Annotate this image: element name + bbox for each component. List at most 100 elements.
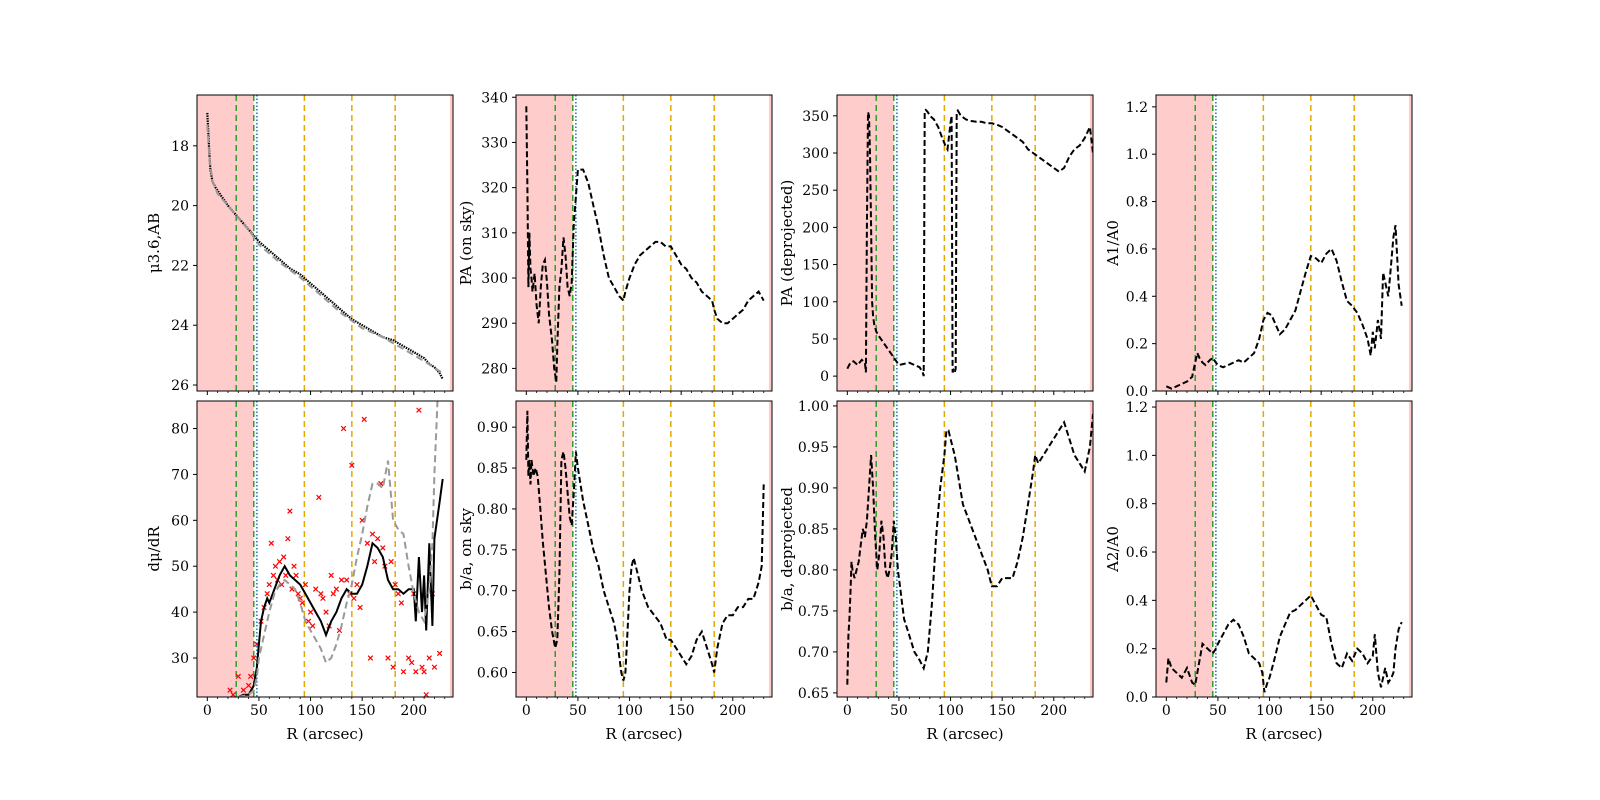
scatter-point — [333, 586, 340, 592]
y-tick-label: 300 — [481, 271, 508, 287]
y-tick-label: 0.6 — [1126, 545, 1148, 561]
shaded-region — [1408, 95, 1412, 391]
y-tick-label: 290 — [481, 316, 508, 332]
y-tick-label: 0.0 — [1126, 690, 1148, 706]
axes-frame — [196, 400, 454, 698]
scatter-point — [318, 591, 324, 597]
plot-area — [1156, 95, 1412, 391]
y-tick-label: 80 — [171, 422, 189, 438]
panel-ba_sky: 0 50 100 150 200 0.60 0.65 0.70 0.75 0.80 0.85 0.90… — [457, 400, 773, 743]
scatter-point — [268, 540, 275, 546]
y-tick-label: 200 — [802, 220, 829, 236]
x-tick-label: 0 — [203, 703, 212, 719]
plot-area — [837, 95, 1093, 391]
scatter-point — [388, 558, 394, 565]
y-tick-label: 1.0 — [1126, 448, 1148, 464]
scatter-point — [367, 655, 374, 661]
x-tick-label: 0 — [522, 703, 531, 719]
series-line — [525, 410, 765, 681]
x-tick-label: 100 — [616, 703, 643, 719]
y-tick-label: 300 — [802, 146, 829, 162]
scatter-point — [245, 682, 252, 689]
scatter-point — [405, 655, 412, 661]
shaded-region — [449, 401, 453, 697]
y-tick-label: 0.85 — [798, 522, 829, 538]
shaded-region — [516, 95, 573, 391]
axes-frame — [1155, 94, 1413, 392]
scatter-point — [423, 691, 429, 697]
x-tick-label: 0 — [1162, 703, 1171, 719]
scatter-point — [413, 669, 419, 675]
plot-area — [197, 401, 453, 697]
scatter-point — [312, 586, 319, 592]
scatter-point — [390, 664, 396, 670]
scatter-point — [291, 563, 297, 569]
scatter-point — [436, 650, 443, 657]
scatter-point — [247, 673, 254, 680]
y-tick-label: 70 — [171, 467, 189, 483]
scatter-point — [295, 591, 301, 597]
y-tick-label: 0.80 — [798, 563, 829, 579]
y-tick-label: 150 — [802, 258, 829, 274]
x-tick-label: 150 — [1308, 703, 1335, 719]
x-tick-label: 50 — [1209, 703, 1227, 719]
y-tick-label: 350 — [802, 109, 829, 125]
x-tick-label: 50 — [569, 703, 587, 719]
scatter-point — [227, 687, 233, 693]
y-tick-label: 22 — [171, 258, 189, 274]
x-tick-label: 200 — [719, 703, 746, 719]
scatter-point — [431, 664, 438, 670]
panel-a1: 0.0 0.2 0.4 0.6 0.8 1.0 1.2 A1/A0 — [1104, 94, 1413, 400]
shaded-region — [1156, 95, 1213, 391]
y-axis-label: A2/A0 — [1104, 526, 1122, 573]
axes-frame — [196, 94, 454, 392]
scatter-point — [349, 462, 355, 468]
series-line — [1165, 593, 1403, 693]
y-tick-label: 40 — [171, 605, 189, 621]
y-tick-label: 280 — [481, 361, 508, 377]
scatter-point — [343, 577, 350, 583]
shaded-region — [837, 401, 894, 697]
scatter-point — [364, 540, 371, 546]
axes-frame — [515, 400, 773, 698]
y-tick-label: 18 — [171, 139, 189, 155]
scatter-point — [351, 595, 357, 602]
y-tick-label: 0.80 — [477, 502, 508, 518]
shaded-region — [768, 401, 772, 697]
y-tick-label: 0.65 — [798, 686, 829, 702]
y-tick-label: 1.0 — [1126, 147, 1148, 163]
series-line — [846, 108, 1093, 377]
scatter-point — [240, 687, 247, 693]
scatter-point — [307, 609, 314, 615]
scatter-point — [285, 535, 291, 542]
shaded-region — [197, 95, 254, 391]
scatter-point — [280, 554, 287, 560]
series-line — [238, 401, 439, 697]
x-tick-label: 200 — [1359, 703, 1386, 719]
y-axis-label: b/a, on sky — [457, 508, 475, 590]
y-tick-label: 0.75 — [477, 543, 508, 559]
scatter-point — [320, 595, 326, 602]
axes-frame — [515, 94, 773, 392]
y-tick-label: 0.8 — [1126, 195, 1148, 211]
shaded-region — [1408, 401, 1412, 697]
shaded-region — [449, 95, 453, 391]
axes-frame — [836, 94, 1094, 392]
y-tick-label: 250 — [802, 183, 829, 199]
scatter-point — [385, 655, 391, 661]
scatter-point — [323, 609, 329, 615]
scatter-point — [361, 416, 367, 423]
series-line — [237, 478, 444, 697]
y-tick-label: 1.2 — [1126, 400, 1148, 416]
scatter-point — [270, 572, 277, 579]
scatter-point — [408, 659, 415, 666]
shaded-region — [1089, 95, 1093, 391]
plot-area — [516, 401, 772, 697]
y-tick-label: 1.2 — [1126, 100, 1148, 116]
scatter-point — [354, 581, 360, 588]
scatter-point — [302, 581, 309, 588]
scatter-point — [276, 558, 283, 565]
scatter-point — [371, 558, 378, 565]
scatter-point — [283, 572, 289, 579]
